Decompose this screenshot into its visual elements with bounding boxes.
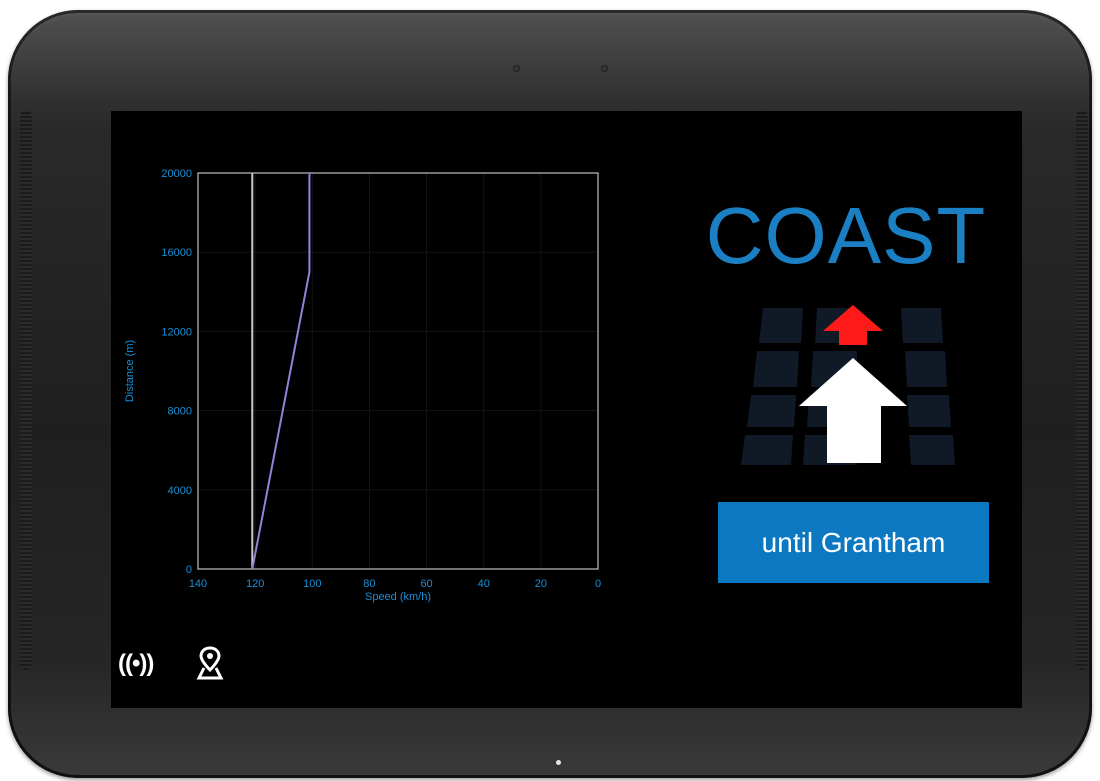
x-tick-label: 0 bbox=[595, 578, 601, 590]
x-tick-label: 120 bbox=[246, 578, 264, 590]
y-tick-label: 8000 bbox=[168, 406, 192, 418]
track-arrow-icon bbox=[741, 305, 955, 465]
y-tick-label: 16000 bbox=[161, 247, 192, 259]
x-tick-label: 60 bbox=[420, 578, 432, 590]
plot-frame bbox=[197, 172, 599, 570]
y-tick-label: 12000 bbox=[161, 326, 192, 338]
speaker-grille-right bbox=[1076, 110, 1088, 670]
y-tick-label: 4000 bbox=[168, 485, 192, 497]
map-pin-icon[interactable] bbox=[195, 646, 225, 680]
front-camera bbox=[601, 65, 608, 72]
y-tick-label: 0 bbox=[186, 564, 192, 576]
x-axis-label: Speed (km/h) bbox=[365, 591, 431, 603]
radio-signal-icon[interactable]: ((•)) bbox=[118, 650, 154, 677]
speed-profile-line bbox=[251, 173, 311, 570]
y-axis-label: Distance (m) bbox=[124, 340, 136, 402]
x-tick-label: 80 bbox=[363, 578, 375, 590]
until-destination-button[interactable]: until Grantham bbox=[718, 502, 989, 583]
x-tick-label: 20 bbox=[535, 578, 547, 590]
app-screen: 140 120 100 80 60 40 20 0 0 4000 8000 12000 16000 200… bbox=[111, 111, 1022, 708]
x-tick-label: 100 bbox=[303, 578, 321, 590]
sensor bbox=[513, 65, 520, 72]
home-indicator bbox=[556, 760, 561, 765]
speed-distance-chart: 140 120 100 80 60 40 20 0 0 4000 8000 12000 16000 200… bbox=[124, 168, 601, 603]
x-tick-label: 140 bbox=[189, 578, 207, 590]
y-tick-label: 20000 bbox=[161, 168, 192, 180]
tablet-frame: 140 120 100 80 60 40 20 0 0 4000 8000 12000 16000 200… bbox=[8, 10, 1092, 778]
speaker-grille-left bbox=[20, 110, 32, 670]
x-tick-label: 40 bbox=[478, 578, 490, 590]
advice-title: COAST bbox=[705, 191, 987, 280]
